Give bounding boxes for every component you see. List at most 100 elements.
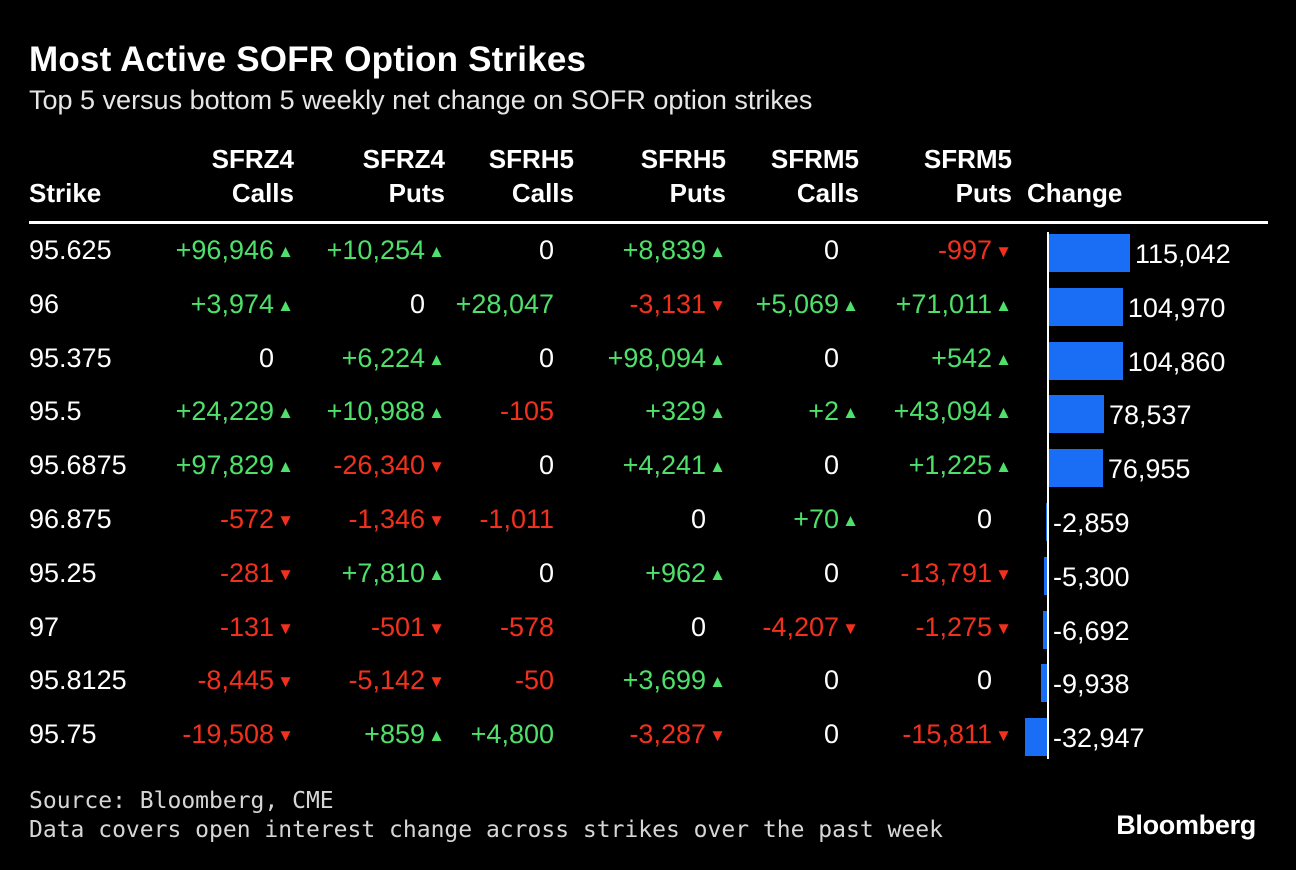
value-text: -50	[514, 665, 554, 696]
value-cell: 0	[259, 343, 274, 373]
up-arrow-icon: ▲	[842, 511, 859, 530]
value-text: 0	[538, 450, 554, 481]
change-label: -32,947	[1053, 723, 1145, 754]
value-cell: +71,011 ▲	[896, 289, 1012, 321]
value-text: +3,974	[190, 288, 274, 319]
up-arrow-icon: ▲	[277, 403, 294, 423]
value-cell: -1,346 ▼	[348, 504, 445, 536]
value-text: +28,047	[455, 288, 554, 319]
value-cell: +3,974 ▲	[191, 289, 294, 321]
value-text: -5,142	[348, 665, 425, 696]
value-cell: -19,508 ▼	[182, 719, 294, 751]
value-cell: 0	[824, 235, 839, 265]
value-cell: -1,275 ▼	[915, 612, 1012, 644]
value-cell: 0	[691, 504, 706, 534]
value-text: -8,445	[197, 665, 274, 696]
up-arrow-icon: ▲	[842, 295, 859, 315]
bloomberg-logo: Bloomberg	[1116, 810, 1256, 840]
value-cell: +4,241 ▲	[623, 450, 726, 482]
value-cell: 0	[410, 289, 425, 319]
strike-cell: 96	[29, 288, 60, 319]
value-cell: +98,094 ▲	[608, 343, 726, 375]
value-text: -281	[219, 557, 274, 588]
change-label: 104,860	[1127, 346, 1226, 377]
column-header: SFRH5	[640, 144, 726, 174]
column-header: SFRM5	[770, 144, 859, 174]
value-cell: +4,800	[471, 719, 554, 749]
value-text: 0	[823, 342, 839, 373]
value-cell: -50	[515, 665, 554, 695]
change-label: -9,938	[1053, 669, 1130, 700]
value-text: +43,094	[893, 396, 992, 427]
column-header: Calls	[511, 178, 574, 208]
down-arrow-icon: ▼	[277, 618, 294, 638]
up-arrow-icon: ▲	[428, 403, 445, 423]
value-cell: 0	[691, 612, 706, 642]
value-cell: -281 ▼	[220, 558, 294, 590]
value-text: 0	[258, 342, 274, 373]
value-text: 0	[690, 611, 706, 642]
value-text: 0	[409, 288, 425, 319]
value-cell: -15,811 ▼	[902, 719, 1012, 751]
down-arrow-icon: ▼	[842, 618, 859, 638]
column-header: Puts	[669, 178, 726, 208]
value-text: +7,810	[341, 557, 425, 588]
up-arrow-icon: ▲	[709, 242, 726, 261]
column-header: Strike	[29, 178, 102, 208]
down-arrow-icon: ▼	[995, 726, 1012, 746]
up-arrow-icon: ▲	[277, 295, 294, 315]
value-text: 0	[976, 504, 992, 534]
down-arrow-icon: ▼	[277, 726, 294, 746]
change-label: 104,970	[1127, 292, 1226, 323]
column-header: Puts	[388, 178, 445, 208]
up-arrow-icon: ▲	[709, 349, 726, 369]
column-header: Change	[1027, 178, 1123, 208]
value-text: +3,699	[622, 665, 706, 696]
value-text: 0	[976, 665, 992, 696]
down-arrow-icon: ▼	[428, 618, 445, 638]
value-cell: -572 ▼	[220, 504, 294, 536]
value-text: 0	[690, 504, 706, 534]
value-text: +97,829	[175, 450, 274, 481]
value-text: -1,346	[348, 504, 425, 534]
column-header: Calls	[231, 178, 294, 208]
value-cell: +10,988 ▲	[327, 396, 445, 428]
value-text: -3,131	[629, 288, 706, 319]
value-cell: 0	[824, 665, 839, 695]
value-text: +70	[793, 504, 839, 534]
down-arrow-icon: ▼	[428, 511, 445, 530]
value-text: +10,254	[326, 235, 425, 265]
header-divider	[29, 221, 1268, 224]
change-zero-axis	[1047, 232, 1049, 759]
down-arrow-icon: ▼	[709, 726, 726, 746]
strike-cell: 96.875	[29, 504, 112, 534]
value-cell: +97,829 ▲	[176, 450, 294, 482]
strike-cell: 95.5	[29, 396, 82, 427]
value-cell: +3,699 ▲	[623, 665, 726, 697]
value-text: -19,508	[182, 719, 274, 750]
value-cell: +7,810 ▲	[342, 558, 445, 590]
value-text: +71,011	[895, 288, 992, 319]
value-cell: -8,445 ▼	[197, 665, 294, 697]
down-arrow-icon: ▼	[995, 618, 1012, 638]
value-text: -131	[219, 611, 274, 642]
value-cell: -4,207 ▼	[762, 612, 859, 644]
up-arrow-icon: ▲	[709, 457, 726, 477]
change-label: -5,300	[1053, 561, 1130, 592]
value-text: -501	[370, 611, 425, 642]
value-text: -105	[499, 396, 554, 427]
change-label: 76,955	[1107, 454, 1191, 485]
value-text: 0	[823, 557, 839, 588]
value-text: 0	[823, 235, 839, 265]
strike-cell: 95.8125	[29, 665, 127, 696]
value-cell: +24,229 ▲	[176, 396, 294, 428]
value-text: +98,094	[607, 342, 706, 373]
up-arrow-icon: ▲	[995, 295, 1012, 315]
up-arrow-icon: ▲	[428, 726, 445, 746]
value-cell: +70 ▲	[793, 504, 859, 536]
value-cell: -1,011	[479, 504, 554, 534]
value-cell: 0	[824, 343, 839, 373]
value-cell: -5,142 ▼	[348, 665, 445, 697]
value-text: +2	[808, 396, 839, 427]
value-text: +4,241	[622, 450, 706, 481]
